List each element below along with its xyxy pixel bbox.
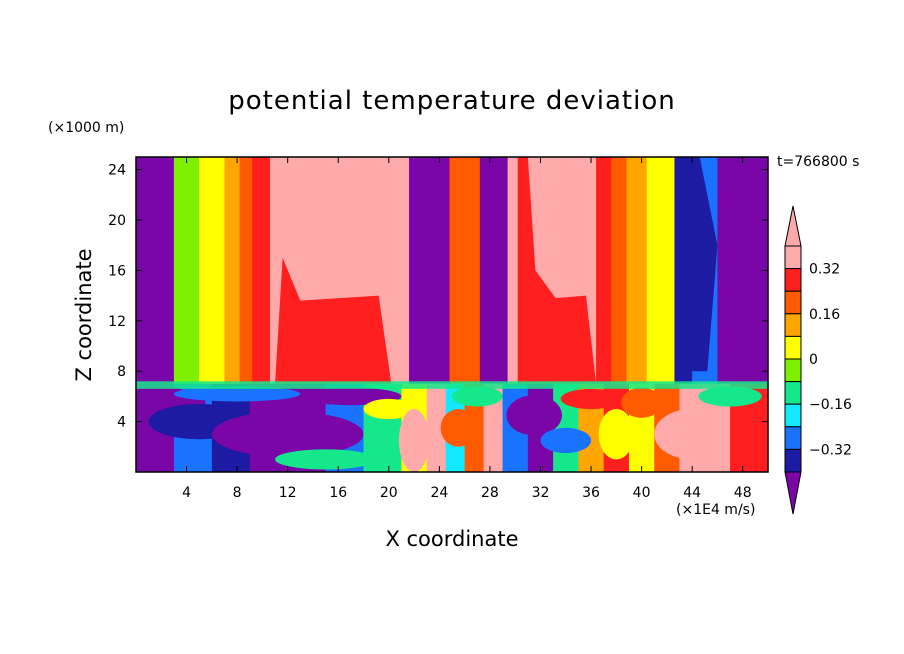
colorbar-box (784, 335, 802, 360)
time-label: t=766800 s (777, 154, 860, 170)
x-tick-label: 4 (182, 485, 191, 501)
contour-blob (506, 395, 562, 436)
contour-column (252, 157, 271, 384)
colorbar-box (784, 290, 802, 315)
contour-column (717, 157, 768, 384)
contour-column (136, 157, 175, 384)
y-tick-label: 4 (117, 415, 126, 431)
contour-blob (698, 386, 762, 407)
colorbar-label: 0.16 (809, 307, 840, 323)
contour-region (517, 157, 597, 384)
x-tick-label: 32 (532, 485, 550, 501)
y-axis-unit: (×1000 m) (48, 120, 125, 136)
contour-blob (211, 411, 364, 457)
x-axis-label: X coordinate (385, 527, 519, 551)
colorbar-box (784, 313, 802, 337)
contour-column (224, 157, 241, 384)
contour-blob (440, 409, 477, 447)
x-tick-label: 16 (329, 485, 347, 501)
contour-blob (654, 409, 731, 460)
contour-column (479, 157, 509, 384)
y-tick-label: 12 (108, 314, 126, 330)
y-tick-label: 24 (108, 163, 126, 179)
colorbar-extend-bottom (784, 471, 802, 515)
contour-blob (621, 387, 662, 418)
contour-blob (275, 449, 377, 470)
contour-column (199, 157, 226, 384)
contour-column (611, 157, 628, 384)
contour-column (239, 157, 253, 384)
x-tick-label: 40 (633, 485, 651, 501)
x-tick-label: 44 (683, 485, 701, 501)
contour-column (409, 157, 451, 384)
colorbar-box (784, 358, 802, 383)
plot-frame (135, 156, 769, 473)
contour-blob (452, 386, 503, 407)
contour-column (646, 157, 676, 384)
contour-blob (540, 427, 592, 454)
contour-cell (426, 383, 447, 472)
y-tick-label: 16 (108, 263, 126, 279)
colorbar-label: 0.32 (809, 262, 840, 278)
colorbar-box (784, 403, 802, 428)
colorbar-box (784, 245, 802, 270)
x-tick-label: 20 (380, 485, 398, 501)
colorbar-box (784, 426, 802, 450)
contour-column (626, 157, 648, 384)
x-tick-label: 28 (481, 485, 499, 501)
contour-cell (483, 383, 504, 472)
x-tick-label: 36 (582, 485, 600, 501)
colorbar-label: −0.16 (809, 397, 852, 413)
colorbar-box (784, 268, 802, 292)
contour-blob (398, 409, 430, 472)
contour-blob (173, 386, 301, 402)
x-tick-label: 24 (430, 485, 448, 501)
y-tick-label: 8 (117, 364, 126, 380)
contour-blob (598, 409, 635, 460)
contour-blob (363, 398, 415, 420)
contour-column (596, 157, 612, 384)
chart-title: potential temperature deviation (228, 86, 676, 116)
contour-column (391, 157, 410, 384)
x-tick-label: 48 (734, 485, 752, 501)
colorbar-label: −0.32 (809, 442, 852, 458)
contour-blob (560, 388, 622, 410)
contour-column (173, 157, 200, 384)
contour-region (676, 157, 718, 372)
interface-band (136, 381, 768, 389)
colorbar-box (784, 381, 802, 405)
x-axis-unit: (×1E4 m/s) (676, 502, 756, 518)
y-tick-label: 20 (108, 213, 126, 229)
x-tick-label: 8 (233, 485, 242, 501)
colorbar-extend-top (784, 205, 802, 247)
colorbar-label: 0 (809, 352, 818, 368)
contour-region (275, 257, 392, 384)
x-tick-label: 12 (279, 485, 297, 501)
contour-column (449, 157, 481, 384)
colorbar-box (784, 448, 802, 473)
